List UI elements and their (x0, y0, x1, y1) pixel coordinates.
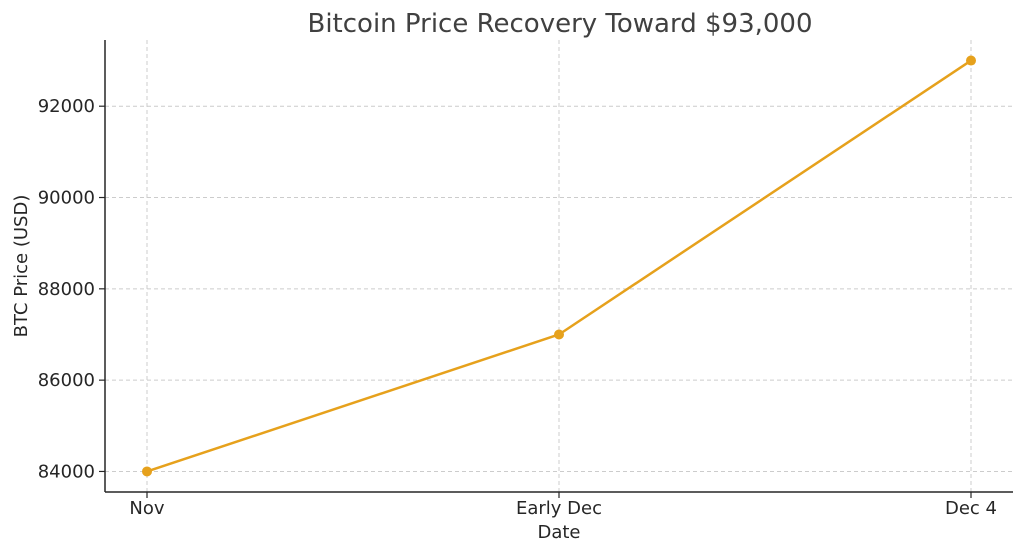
x-tick-label: Dec 4 (945, 498, 997, 519)
grid (105, 40, 1013, 492)
y-tick-label: 90000 (38, 188, 95, 209)
data-point (966, 55, 976, 66)
x-tick-label: Nov (129, 498, 164, 519)
y-tick-label: 86000 (38, 370, 95, 391)
y-tick-label: 92000 (38, 96, 95, 117)
y-axis-label: BTC Price (USD) (11, 195, 32, 338)
x-ticks: Nov Early Dec Dec 4 (129, 492, 997, 519)
series-layer (142, 55, 976, 477)
y-tick-label: 84000 (38, 461, 95, 482)
data-point (554, 329, 564, 340)
data-point (142, 466, 152, 477)
x-tick-label: Early Dec (516, 498, 602, 519)
y-tick-label: 88000 (38, 279, 95, 300)
y-ticks: 84000 86000 88000 90000 92000 (38, 96, 105, 482)
chart-title: Bitcoin Price Recovery Toward $93,000 (307, 9, 812, 39)
x-axis-label: Date (537, 522, 580, 543)
